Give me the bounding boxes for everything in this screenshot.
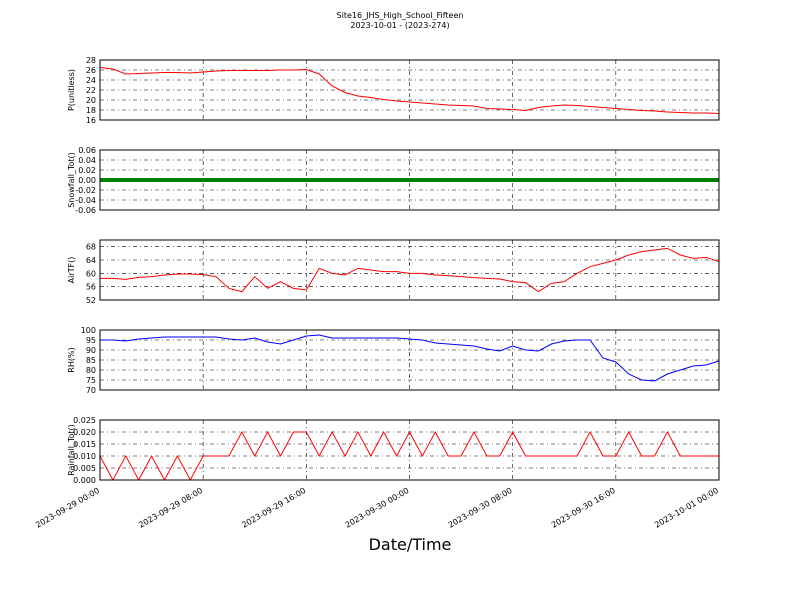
y-axis-label: Snowfall_Tot() xyxy=(67,152,76,208)
y-tick-label: 0.025 xyxy=(73,416,96,425)
y-axis-label: P(unitless) xyxy=(67,69,76,111)
y-tick-label: -0.06 xyxy=(75,206,96,215)
chart-title: Site16_JHS_High_School_Fifteen xyxy=(337,11,464,20)
y-tick-label: 75 xyxy=(86,376,96,385)
x-tick-label: 2023-09-30 16:00 xyxy=(550,486,617,530)
y-tick-label: 0.02 xyxy=(78,166,96,175)
x-tick-label: 2023-09-29 00:00 xyxy=(34,486,101,530)
y-tick-label: 64 xyxy=(86,256,96,265)
x-tick-label: 2023-09-29 08:00 xyxy=(137,486,204,530)
y-tick-label: 28 xyxy=(86,56,96,65)
x-axis-label: Date/Time xyxy=(369,535,452,554)
y-tick-label: 26 xyxy=(86,66,96,75)
y-tick-label: -0.02 xyxy=(75,186,96,195)
y-tick-label: 85 xyxy=(86,356,96,365)
x-tick-label: 2023-10-01 00:00 xyxy=(653,486,720,530)
y-tick-label: 22 xyxy=(86,86,96,95)
y-tick-label: 90 xyxy=(86,346,96,355)
x-tick-label: 2023-09-29 16:00 xyxy=(240,486,307,530)
y-tick-label: 0.010 xyxy=(73,452,96,461)
y-axis-label: AirTF() xyxy=(67,257,76,284)
y-tick-label: 24 xyxy=(86,76,96,85)
y-tick-label: 70 xyxy=(86,386,96,395)
plot-frame xyxy=(99,419,720,481)
y-axis-label: Rainfall_Tot() xyxy=(67,424,76,476)
y-tick-label: 0.04 xyxy=(78,156,96,165)
x-tick-label: 2023-09-30 00:00 xyxy=(344,486,411,530)
y-tick-label: 20 xyxy=(86,96,96,105)
y-tick-label: 0.005 xyxy=(73,464,96,473)
y-tick-label: 18 xyxy=(86,106,96,115)
y-tick-label: -0.04 xyxy=(75,196,96,205)
y-tick-label: 52 xyxy=(86,296,96,305)
y-tick-label: 56 xyxy=(86,283,96,292)
x-tick-label: 2023-09-30 08:00 xyxy=(447,486,514,530)
y-tick-label: 16 xyxy=(86,116,96,125)
y-tick-label: 0.00 xyxy=(78,176,96,185)
data-line xyxy=(99,430,719,482)
y-axis-label: RH(%) xyxy=(67,347,76,372)
y-tick-label: 95 xyxy=(86,336,96,345)
y-tick-label: 80 xyxy=(86,366,96,375)
plot-frame xyxy=(99,59,720,121)
data-line xyxy=(100,334,720,382)
y-tick-label: 0.06 xyxy=(78,146,96,155)
y-tick-label: 100 xyxy=(81,326,96,335)
plot-frame xyxy=(99,149,720,211)
y-tick-label: 60 xyxy=(86,269,96,278)
plot-frame xyxy=(99,239,720,301)
plot-frame xyxy=(99,329,720,391)
y-tick-label: 0.020 xyxy=(73,428,96,437)
chart-subtitle: 2023-10-01 - (2023-274) xyxy=(350,21,449,30)
data-line xyxy=(99,67,720,114)
y-tick-label: 0.000 xyxy=(73,476,96,485)
data-line xyxy=(100,247,720,293)
y-tick-label: 0.015 xyxy=(73,440,96,449)
y-tick-label: 68 xyxy=(86,243,96,252)
